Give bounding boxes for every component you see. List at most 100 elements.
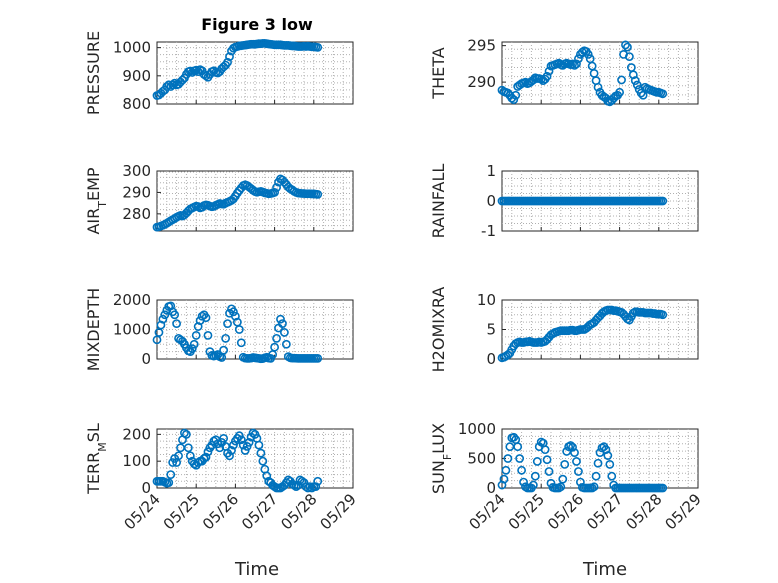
data-point [197,311,207,321]
data-point [615,87,624,97]
data-point [254,440,264,450]
x-tick-label: 05/29 [662,490,705,533]
data-point [183,443,193,453]
data-point [544,467,554,476]
y-axis-label: MIXDEPTH [84,288,103,371]
data-point [244,438,254,447]
y-tick-label: 0 [486,350,496,368]
y-tick-label: 280 [122,205,151,223]
x-tick-label: 05/28 [277,490,320,533]
data-point [281,339,291,349]
data-point [528,480,538,490]
y-tick-label: 800 [122,95,151,113]
data-point [181,429,191,439]
data-point [189,339,199,349]
data-point [517,465,526,475]
data-point [215,443,225,453]
data-point [272,183,281,192]
subplot-theta: 290 295 THETA [429,37,699,107]
data-point [219,433,229,443]
data-point [591,471,601,481]
data-point [658,310,668,320]
y-tick-label: 295 [467,37,496,55]
data-point [568,59,577,69]
data-point [203,330,213,340]
data-point [556,482,566,492]
data-point [542,71,552,81]
figure-title: Figure 3 low [201,15,313,34]
data-point [570,60,579,70]
data-point [170,310,180,320]
data-point [658,89,668,99]
y-tick-label: 290 [467,73,496,91]
subplot-pressure: 800 900 1000 PRESSURE [84,31,354,115]
data-point [607,471,617,481]
data-point [519,477,528,487]
data-point [636,88,646,98]
data-point [187,344,197,354]
y-tick-label: 500 [467,450,496,468]
data-point [617,75,626,85]
data-point [225,52,234,62]
data-point [313,354,323,363]
data-point [223,57,232,67]
data-point [544,66,554,76]
data-point [313,42,323,52]
data-point [221,333,230,343]
y-tick-label: 0 [141,350,151,368]
y-axis-label: AIRTEMP [84,167,109,234]
data-point [509,95,519,105]
data-point [279,328,289,337]
data-point [501,465,511,475]
data-point [540,445,550,455]
data-point [201,452,211,462]
axes-frame [501,428,699,489]
data-point [574,54,583,64]
data-point [509,432,519,442]
data-point [568,442,577,452]
data-point [530,471,540,481]
subplot-mixdepth: 0 1000 2000 MIXDEPTH [84,288,354,371]
data-point [572,457,581,466]
y-tick-label: 2000 [113,291,151,309]
data-point [160,310,170,320]
subplot-rainfall: -1 0 1 RAINFALL [429,162,699,240]
x-axis-label-left: Time [234,559,279,580]
data-point [262,471,272,481]
y-tick-label: 100 [122,452,151,470]
data-point [576,477,585,487]
axes-frame [501,299,699,360]
subplot-sun-flux: 0500100005/2405/2505/2605/2705/2805/29SU… [429,420,705,533]
y-axis-label: TERRMSL [84,423,109,495]
data-point [503,454,513,463]
data-point [574,467,583,476]
subplot-air-temp: 280 290 300 AIRTEMP [84,162,354,235]
data-point [168,80,178,90]
data-point [593,458,603,468]
x-tick-label: 05/25 [160,490,203,533]
y-axis-label: PRESSURE [84,31,103,115]
data-point [542,455,552,465]
data-point [313,189,323,199]
data-point [256,448,266,458]
data-point [638,90,648,100]
y-tick-label: 1000 [113,39,151,57]
data-point [158,314,168,324]
data-point [162,82,172,91]
subplot-h2omixra: 0 5 10 H2OMIXRA [429,287,699,372]
data-point [511,90,521,100]
data-point [191,330,201,340]
data-point [593,82,603,92]
data-point [605,459,615,469]
data-point [219,345,229,355]
data-point [499,474,509,484]
data-point [236,338,246,348]
x-tick-label: 05/29 [317,490,360,533]
data-point [185,451,195,461]
data-point [603,451,613,460]
data-point [570,448,579,457]
data-point [313,476,323,486]
data-point [234,325,244,334]
y-axis-label: SUNFLUX [429,423,454,494]
